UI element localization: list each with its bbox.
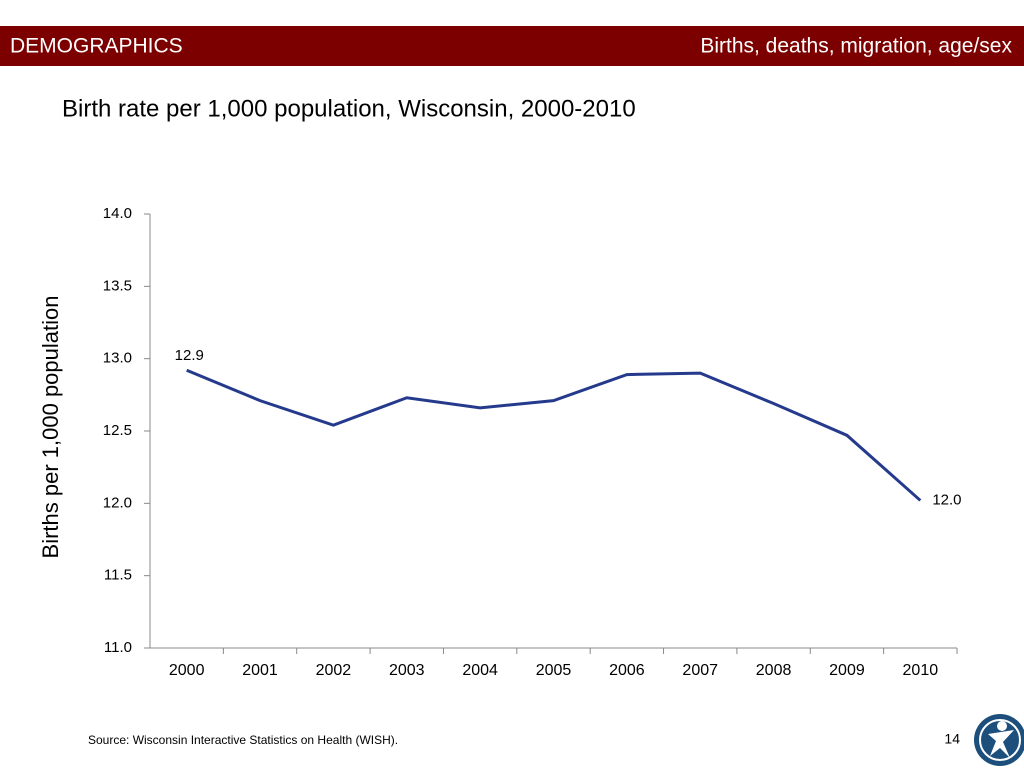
x-tick-label: 2009 bbox=[829, 662, 865, 679]
y-tick-label: 13.5 bbox=[103, 277, 132, 294]
y-tick-label: 14.0 bbox=[103, 205, 132, 222]
y-tick-label: 13.0 bbox=[103, 350, 132, 367]
x-tick-label: 2001 bbox=[242, 662, 278, 679]
x-tick-label: 2000 bbox=[169, 662, 205, 679]
x-tick-label: 2005 bbox=[536, 662, 572, 679]
source: Source: Wisconsin Interactive Statistics… bbox=[88, 733, 398, 747]
x-tick-label: 2003 bbox=[389, 662, 425, 679]
y-tick-label: 12.5 bbox=[103, 422, 132, 439]
plot: 11.0 11.5 12.0 12.5 13.0 13.5 14.0 2000 2001 2002… bbox=[103, 205, 962, 679]
y-tick-label: 12.0 bbox=[103, 494, 132, 511]
y-axis-label: Births per 1,000 population bbox=[38, 296, 63, 559]
header-right: Births, deaths, migration, age/sex bbox=[700, 35, 1012, 58]
data-label: 12.9 bbox=[175, 347, 204, 364]
page-number: 14 bbox=[944, 731, 960, 747]
x-tick-label: 2008 bbox=[756, 662, 792, 679]
logo bbox=[974, 714, 1024, 766]
line bbox=[186, 368, 922, 502]
x-tick-label: 2006 bbox=[609, 662, 645, 679]
x-tick-label: 2004 bbox=[462, 662, 498, 679]
x-tick-label: 2007 bbox=[682, 662, 718, 679]
y-tick-label: 11.0 bbox=[104, 639, 132, 656]
header-bar bbox=[0, 26, 1024, 66]
x-tick-label: 2002 bbox=[316, 662, 352, 679]
chart-title: Birth rate per 1,000 population, Wiscons… bbox=[62, 95, 636, 122]
x-tick-label: 2010 bbox=[903, 662, 939, 679]
header-left: DEMOGRAPHICS bbox=[10, 35, 183, 58]
data-label: 12.0 bbox=[932, 491, 961, 508]
y-tick-label: 11.5 bbox=[104, 567, 132, 584]
